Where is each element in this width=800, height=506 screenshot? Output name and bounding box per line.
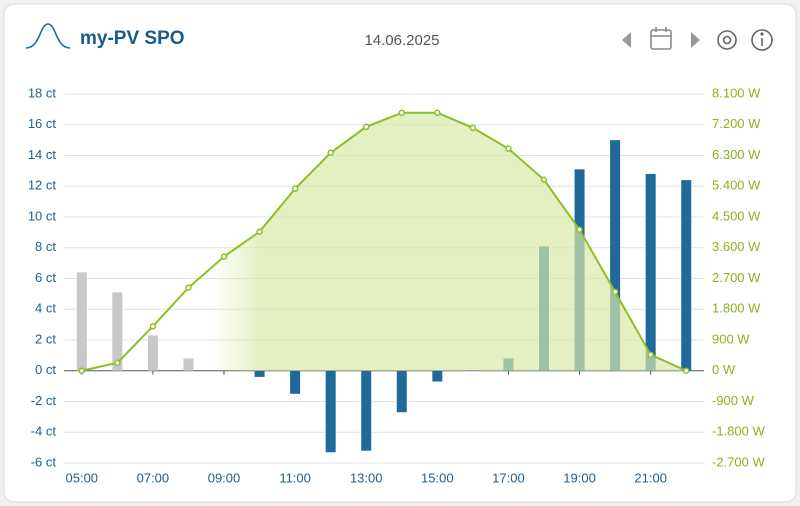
point [114, 359, 121, 367]
x-tick-label: 15:00 [421, 470, 454, 485]
x-tick-label: 05:00 [66, 470, 99, 485]
y2-tick-label: 900 W [712, 331, 750, 346]
y2-tick-label: 5.400 W [712, 178, 761, 193]
bar [681, 180, 692, 371]
settings-button[interactable] [717, 30, 737, 50]
point [362, 123, 370, 131]
point [611, 288, 619, 296]
y-tick-label: 16 ct [28, 116, 57, 131]
y2-tick-label: 7.200 W [712, 116, 761, 131]
y-tick-label: -2 ct [31, 393, 57, 408]
y2-tick-label: 1.800 W [712, 301, 761, 316]
point [647, 351, 654, 358]
y-tick-label: -4 ct [31, 424, 57, 439]
y-tick-label: 6 ct [35, 270, 56, 285]
bar [610, 140, 621, 371]
bar [325, 370, 336, 453]
point [327, 149, 334, 157]
point [434, 109, 441, 117]
y-tick-label: 14 ct [28, 147, 57, 162]
point [78, 367, 86, 374]
y-tick-label: 0 ct [35, 362, 56, 377]
x-tick-label: 07:00 [137, 470, 170, 485]
logo [25, 23, 71, 49]
point [398, 109, 406, 117]
app-title: my-PV SPO [80, 28, 185, 49]
y-tick-label: 2 ct [35, 331, 56, 346]
date: 14.06.2025 [364, 32, 439, 49]
y-tick-label: 4 ct [35, 301, 56, 316]
x-tick-label: 17:00 [492, 470, 525, 485]
point [505, 145, 512, 152]
x-tick-label: 21:00 [634, 470, 667, 485]
y-tick-label: 8 ct [35, 239, 56, 254]
info-button[interactable] [751, 29, 773, 51]
y2-tick-label: 8.100 W [712, 85, 761, 100]
point [682, 367, 690, 374]
y2-tick-label: -2.700 W [712, 454, 765, 469]
bar [361, 370, 372, 451]
point [540, 176, 548, 184]
bar [290, 370, 301, 394]
point [256, 228, 263, 235]
y2-tick-label: -1.800 W [712, 424, 765, 439]
y2-tick-label: 3.600 W [712, 239, 761, 254]
line [81, 111, 687, 372]
x-tick-label: 19:00 [563, 470, 596, 485]
area [81, 112, 687, 371]
point [185, 284, 192, 291]
bar [112, 292, 123, 371]
calendar-button[interactable] [650, 27, 672, 50]
y-tick-label: 18 ct [28, 85, 57, 100]
x-tick-label: 13:00 [350, 470, 383, 485]
y2-tick-label: 0 W [712, 362, 736, 377]
bar [76, 272, 87, 371]
point [469, 124, 477, 132]
bar [396, 370, 407, 413]
y2-tick-label: -900 W [712, 393, 755, 408]
prev-button[interactable] [622, 32, 631, 48]
y2-tick-label: 4.500 W [712, 208, 761, 223]
point [220, 253, 228, 260]
x-tick-label: 09:00 [208, 470, 241, 485]
point [576, 226, 583, 233]
x-tick-label: 11:00 [279, 470, 311, 485]
point [149, 323, 157, 330]
y-tick-label: 12 ct [28, 178, 57, 193]
bar [254, 370, 265, 377]
bar [645, 173, 656, 371]
bar [432, 370, 443, 382]
y2-tick-label: 2.700 W [712, 270, 761, 285]
y-tick-label: -6 ct [31, 454, 57, 469]
y-tick-label: 10 ct [28, 208, 57, 223]
point [291, 185, 299, 192]
next-button[interactable] [691, 32, 700, 48]
y2-tick-label: 6.300 W [712, 147, 761, 162]
